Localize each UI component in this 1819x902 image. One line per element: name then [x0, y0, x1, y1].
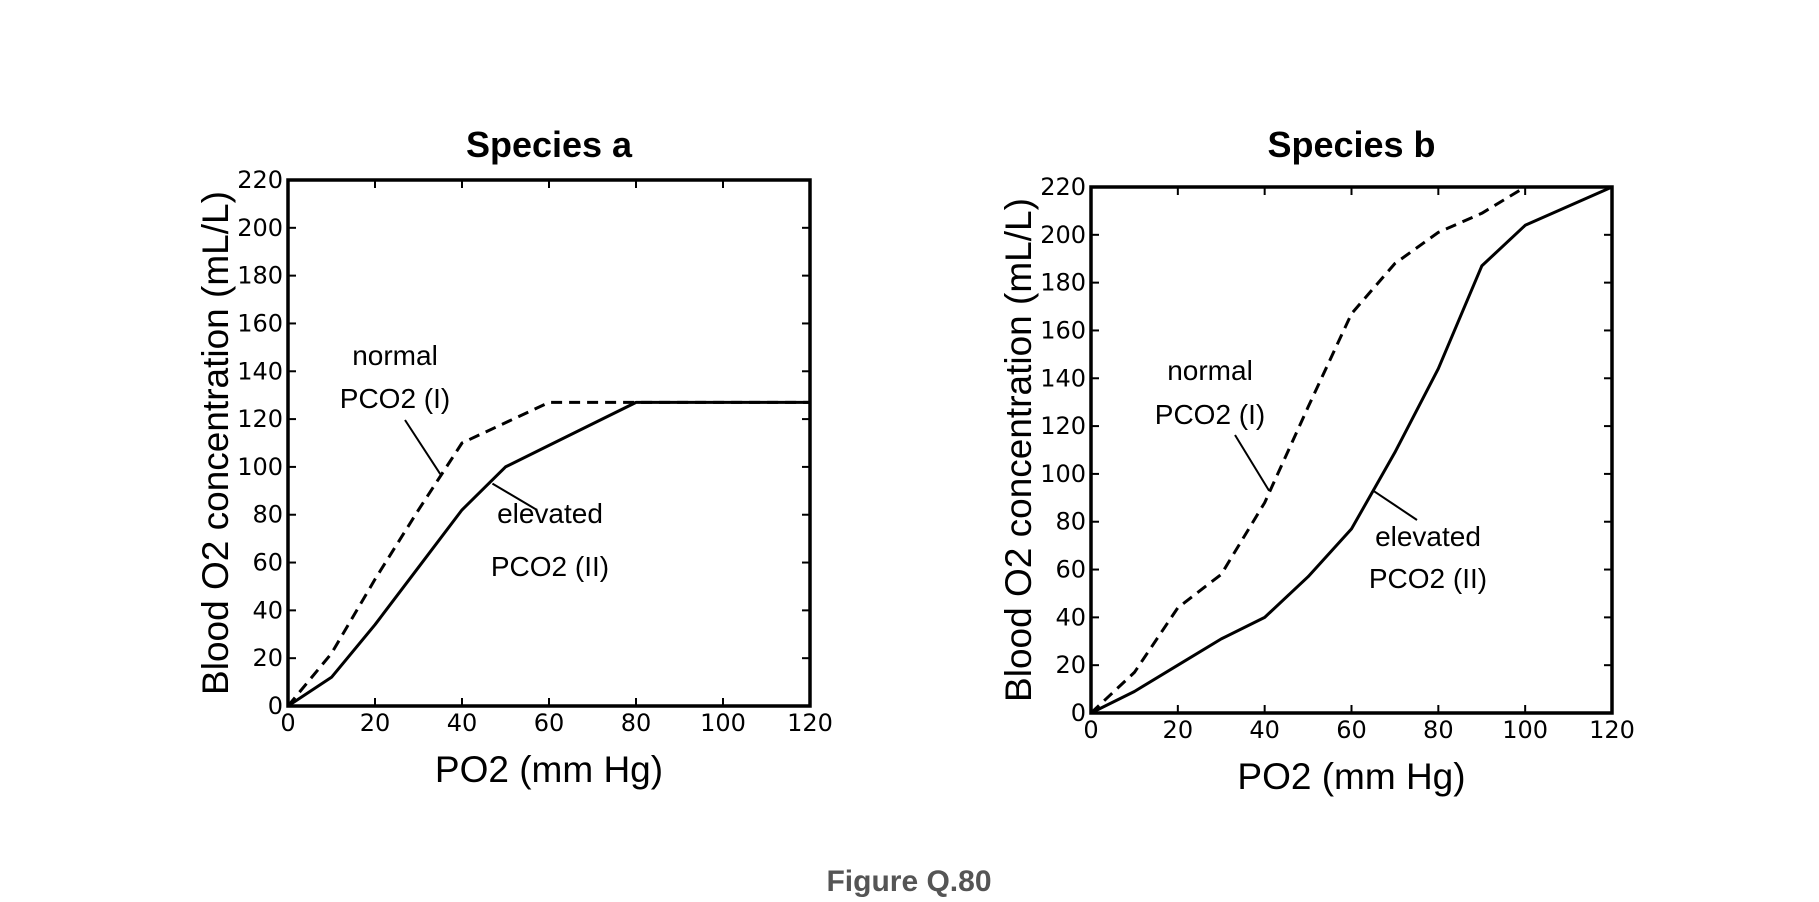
y-axis-label: Blood O2 concentration (mL/L)	[998, 198, 1039, 702]
x-axis-label: PO2 (mm Hg)	[1237, 756, 1465, 797]
x-tick-label: 20	[360, 709, 391, 737]
y-tick-label: 0	[268, 692, 283, 720]
y-tick-label: 200	[1040, 221, 1086, 249]
x-tick-label: 120	[787, 709, 833, 737]
y-tick-label: 20	[252, 644, 283, 672]
x-tick-label: 40	[447, 709, 478, 737]
series-line-solid	[287, 400, 810, 708]
series-line-solid	[1090, 185, 1613, 715]
y-tick-label: 20	[1055, 651, 1086, 679]
x-tick-label: 100	[1502, 716, 1548, 744]
annotation-label: normal	[352, 340, 438, 371]
y-tick-label: 140	[1040, 364, 1086, 392]
x-tick-label: 60	[534, 709, 565, 737]
annotation-label: PCO2 (II)	[1369, 563, 1487, 594]
annotation-label: elevated	[497, 498, 603, 529]
x-tick-label: 80	[1423, 716, 1454, 744]
annotation-leader-line	[1234, 434, 1270, 492]
y-tick-label: 80	[1055, 508, 1086, 536]
y-tick-label: 180	[237, 262, 283, 290]
plot-frame	[286, 178, 812, 708]
x-tick-label: 0	[280, 709, 295, 737]
x-tick-label: 0	[1083, 716, 1098, 744]
chart-species-a: Species a 0 20 40 60 80 100 120 0 20 40 60 80 100 120 1…	[195, 124, 833, 790]
figure-caption: Figure Q.80	[826, 865, 991, 898]
series-line-dashed	[286, 400, 810, 707]
y-tick-label: 80	[252, 501, 283, 529]
annotation-label: elevated	[1375, 521, 1481, 552]
y-tick-label: 60	[1055, 556, 1086, 584]
y-tick-label: 120	[237, 405, 283, 433]
x-tick-label: 60	[1336, 716, 1367, 744]
annotation-label: PCO2 (II)	[491, 551, 609, 582]
y-tick-label: 140	[237, 357, 283, 385]
y-tick-label: 60	[252, 549, 283, 577]
y-tick-label: 180	[1040, 269, 1086, 297]
y-tick-label: 0	[1071, 699, 1086, 727]
chart-species-b: Species b 0 20 40 60 80 100 120 0 20 40 60 80 100 120 1…	[998, 124, 1635, 797]
x-tick-label: 120	[1589, 716, 1635, 744]
annotation-label: PCO2 (I)	[1155, 399, 1265, 430]
series-line-dashed	[1089, 185, 1526, 715]
y-tick-label: 220	[237, 166, 283, 194]
annotation-leader-line	[404, 419, 442, 475]
y-tick-label: 100	[1040, 460, 1086, 488]
y-axis-label: Blood O2 concentration (mL/L)	[195, 191, 236, 695]
y-tick-label: 100	[237, 453, 283, 481]
x-tick-label: 20	[1163, 716, 1194, 744]
annotation-label: normal	[1167, 355, 1253, 386]
plot-frame	[1089, 185, 1614, 715]
y-tick-label: 160	[1040, 316, 1086, 344]
y-tick-label: 160	[237, 309, 283, 337]
x-tick-label: 100	[700, 709, 746, 737]
y-tick-label: 200	[237, 214, 283, 242]
chart-title: Species a	[466, 124, 633, 165]
y-tick-label: 40	[252, 596, 283, 624]
x-axis-label: PO2 (mm Hg)	[435, 749, 663, 790]
annotation-leader-line	[491, 482, 538, 511]
chart-title: Species b	[1267, 124, 1435, 165]
annotation-label: PCO2 (I)	[340, 383, 450, 414]
x-tick-label: 40	[1249, 716, 1280, 744]
annotation-leader-line	[1372, 489, 1418, 521]
y-tick-label: 120	[1040, 412, 1086, 440]
x-tick-label: 80	[621, 709, 652, 737]
y-tick-label: 220	[1040, 173, 1086, 201]
y-tick-label: 40	[1055, 603, 1086, 631]
